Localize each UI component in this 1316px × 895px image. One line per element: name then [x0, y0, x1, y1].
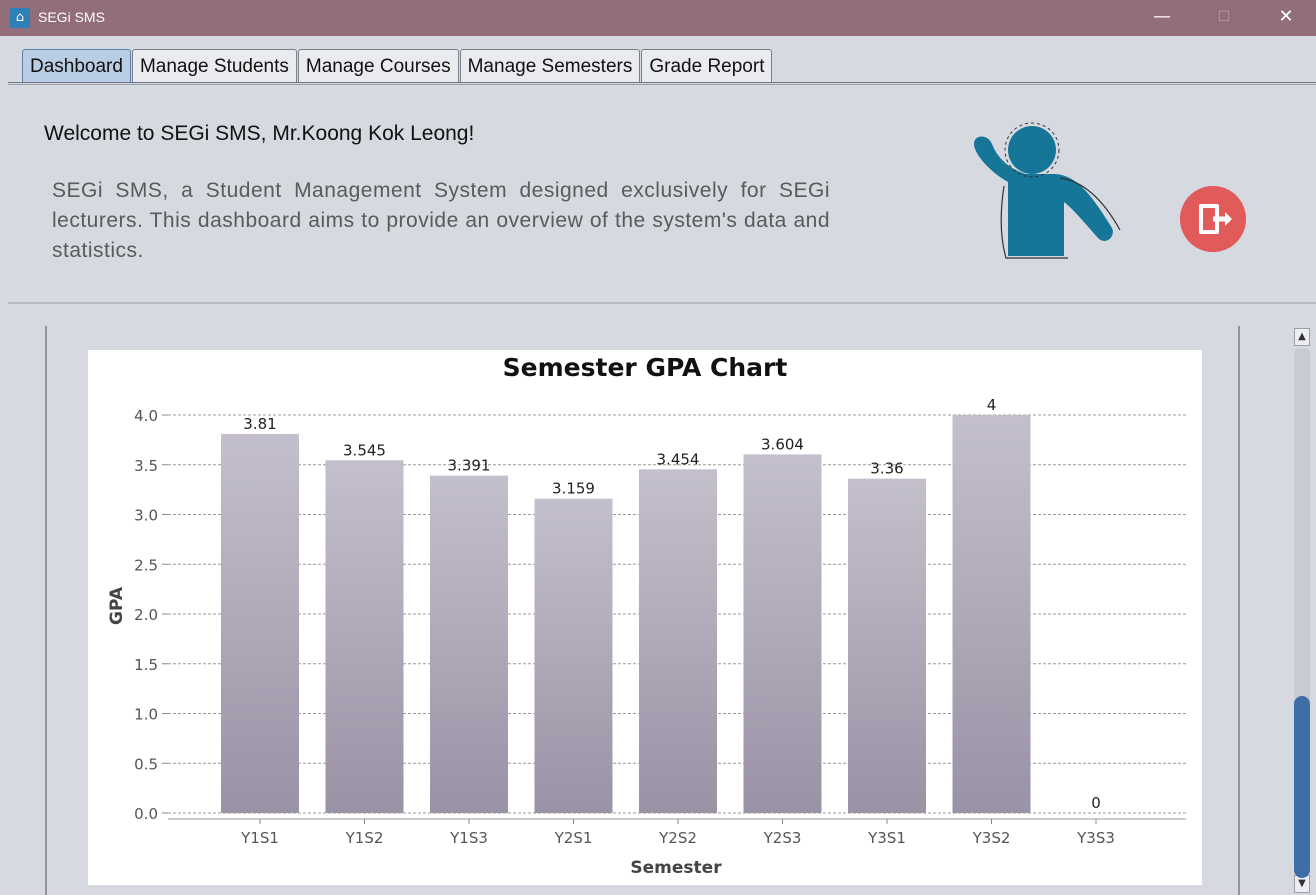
welcome-heading: Welcome to SEGi SMS, Mr.Koong Kok Leong!	[44, 122, 475, 145]
tab-bar: Dashboard Manage Students Manage Courses…	[22, 49, 773, 83]
bar-value-label: 3.454	[657, 450, 700, 468]
x-tick-label: Y3S3	[1076, 829, 1115, 847]
bar-y2s3	[743, 454, 822, 813]
x-tick-label: Y2S3	[763, 829, 802, 847]
x-tick-label: Y2S2	[658, 829, 697, 847]
bar-value-label: 3.81	[243, 415, 276, 433]
x-tick-label: Y1S3	[449, 829, 488, 847]
scroll-thumb[interactable]	[1294, 696, 1310, 878]
y-tick-label: 0.5	[134, 755, 158, 773]
bar-y1s2	[325, 460, 404, 813]
bar-y1s3	[430, 475, 508, 813]
chart-scroll-pane	[45, 326, 1240, 895]
bar-value-label: 3.545	[343, 441, 386, 459]
scroll-up-arrow-icon[interactable]: ▲	[1294, 328, 1310, 346]
y-tick-label: 4.0	[134, 407, 158, 425]
header-divider	[8, 302, 1316, 304]
x-tick-label: Y3S1	[867, 829, 906, 847]
logout-door-icon	[1199, 204, 1232, 234]
bar-y3s2	[952, 415, 1031, 813]
bar-y3s1	[848, 478, 926, 813]
tab-dashboard[interactable]: Dashboard	[22, 49, 131, 83]
semester-gpa-chart: Semester GPA Chart GPA Semester 0.0 0.5 1.…	[107, 353, 1186, 878]
logout-button[interactable]	[1180, 186, 1246, 252]
tab-underline	[8, 82, 1316, 85]
bar-y2s2	[639, 469, 717, 813]
chart-panel: Semester GPA Chart GPA Semester 0.0 0.5 1.…	[88, 350, 1202, 885]
x-axis-label: Semester	[630, 858, 722, 878]
dashboard-description: SEGi SMS, a Student Management System de…	[52, 179, 830, 262]
tab-manage-students[interactable]: Manage Students	[131, 49, 297, 83]
bar-value-label: 3.391	[448, 457, 491, 475]
x-tick-label: Y3S2	[972, 829, 1011, 847]
tab-manage-courses[interactable]: Manage Courses	[297, 49, 459, 83]
minimize-button[interactable]: —	[1153, 6, 1171, 27]
user-waving-illustration	[974, 122, 1121, 259]
tab-manage-semesters[interactable]: Manage Semesters	[459, 49, 641, 83]
bar-value-label: 4	[987, 396, 997, 414]
y-axis-label: GPA	[107, 586, 127, 625]
y-tick-label: 2.0	[134, 606, 158, 624]
window-titlebar: ⌂ SEGi SMS — ☐ ✕	[0, 0, 1316, 36]
app-icon: ⌂	[10, 8, 30, 28]
x-tick-label: Y2S1	[554, 829, 593, 847]
y-tick-label: 1.5	[134, 656, 158, 674]
x-tick-label: Y1S1	[240, 829, 279, 847]
tab-grade-report[interactable]: Grade Report	[641, 49, 773, 83]
y-tick-label: 0.0	[134, 805, 158, 823]
bar-value-label: 3.159	[552, 480, 595, 498]
chart-title: Semester GPA Chart	[503, 353, 788, 382]
y-tick-label: 1.0	[134, 706, 158, 724]
bar-value-label: 3.604	[761, 435, 804, 453]
window-title: SEGi SMS	[38, 9, 105, 25]
bar-y1s1	[221, 433, 299, 813]
maximize-button[interactable]: ☐	[1217, 9, 1231, 25]
y-tick-label: 2.5	[134, 556, 158, 574]
x-tick-label: Y1S2	[345, 829, 384, 847]
bar-value-label: 3.36	[870, 460, 903, 478]
bar-value-label: 0	[1091, 794, 1101, 812]
close-button[interactable]: ✕	[1278, 6, 1294, 27]
y-tick-label: 3.0	[134, 507, 158, 525]
bar-y2s1	[534, 498, 613, 813]
y-tick-label: 3.5	[134, 457, 158, 475]
